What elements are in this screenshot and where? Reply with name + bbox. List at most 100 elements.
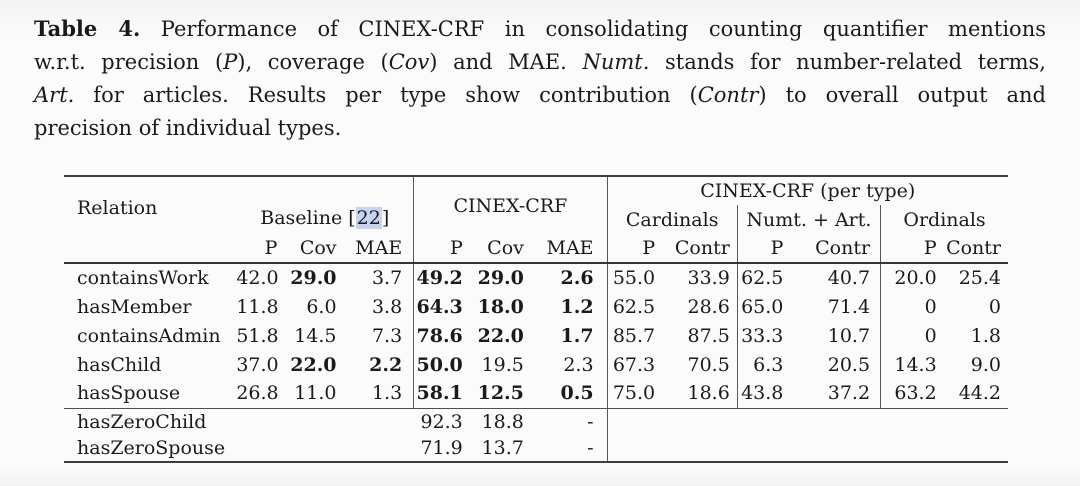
- cell-value: 26.8: [236, 379, 282, 409]
- cell-empty: [236, 435, 281, 462]
- table-head: Relation Baseline [22] CINEX-CRF CINEX-CRF …: [64, 176, 1008, 264]
- citation-22[interactable]: 22: [355, 207, 382, 229]
- cell-value: 37.0: [236, 353, 279, 376]
- header-metric: P: [413, 234, 466, 264]
- cell-value: 18.0: [477, 295, 524, 318]
- cell-value: 29.0: [477, 267, 524, 289]
- caption-text: w.r.t. precision (: [34, 50, 224, 74]
- caption-text: ) and MAE.: [429, 50, 583, 74]
- cell-value: 71.9: [420, 437, 463, 459]
- header-metric: Cov: [281, 234, 339, 264]
- cell-value: 62.5: [741, 267, 784, 289]
- caption-line: w.r.t. precision (P), coverage (Cov) and…: [34, 46, 1046, 79]
- caption-text: ), coverage (: [237, 50, 389, 74]
- cell-value: 2.2: [338, 350, 415, 379]
- cell-value: 62.5: [612, 295, 656, 318]
- results-table: Relation Baseline [22] CINEX-CRF CINEX-CRF …: [64, 175, 1008, 463]
- cell-value: 19.5: [481, 353, 524, 376]
- cell-value: 43.8: [737, 379, 784, 409]
- caption-line: Table 4. Performance of CINEX-CRF in con…: [34, 12, 1046, 46]
- cell-value: 92.3: [420, 410, 463, 433]
- cell-value: 0.5: [525, 379, 608, 409]
- cell-value: 1.7: [525, 321, 608, 350]
- header-metric: Contr: [657, 234, 738, 264]
- header-metric: P: [880, 234, 938, 264]
- caption-text: Cov: [388, 50, 430, 74]
- header-group-cardinals: Cardinals: [607, 205, 738, 234]
- cell-empty: [339, 408, 414, 435]
- header-metric: Contr: [937, 234, 1008, 264]
- cell-value: 0: [924, 295, 937, 318]
- cell-value: 20.5: [783, 350, 882, 379]
- cell-value: 44.2: [937, 379, 1008, 409]
- cell-relation: hasZeroSpouse: [77, 437, 226, 459]
- table-row: containsAdmin 51.8 14.5 7.3 78.6 22.0 1.7 85.7 8…: [64, 321, 1008, 350]
- cell-relation: hasChild: [77, 353, 162, 376]
- cell-relation: hasMember: [77, 295, 192, 318]
- cell-value: 0: [988, 295, 1001, 318]
- cell-value: 33.9: [657, 263, 738, 292]
- cell-empty: [607, 435, 1008, 462]
- cell-value: 1.8: [970, 324, 1001, 347]
- cell-value: 67.3: [612, 353, 656, 376]
- header-metric: P: [607, 234, 658, 264]
- header-metric: MAE: [525, 234, 608, 264]
- cell-value: 22.0: [477, 324, 524, 347]
- cell-empty: [236, 408, 281, 435]
- cell-value: 3.8: [338, 292, 415, 321]
- caption-text: Art.: [34, 83, 75, 107]
- cell-empty: [281, 435, 338, 462]
- cell-value: 40.7: [783, 263, 882, 292]
- header-row-types: Cardinals Numt. + Art. Ordinals: [64, 205, 1008, 234]
- table-body: containsWork 42.0 29.0 3.7 49.2 29.0 2.6 55.0 33…: [64, 263, 1008, 462]
- cell-value: 37.2: [783, 379, 882, 409]
- cell-value: 29.0: [290, 267, 337, 289]
- table-row: hasSpouse 26.8 11.0 1.3 58.1 12.5 0.5 75.0 18.6 4…: [64, 379, 1008, 409]
- cell-value: 55.0: [612, 267, 656, 289]
- cell-empty: [607, 408, 1008, 435]
- header-metric: P: [236, 234, 282, 264]
- cell-relation: hasSpouse: [64, 379, 237, 409]
- cell-value: 1.3: [338, 379, 415, 409]
- table-row: hasMember 11.8 6.0 3.8 64.3 18.0 1.2 62.5 28.6 65…: [64, 292, 1008, 321]
- header-cinex-crf: CINEX-CRF: [413, 176, 608, 234]
- cell-value: 58.1: [413, 379, 466, 409]
- cell-value: 6.0: [306, 295, 337, 318]
- cell-value: 70.5: [657, 350, 738, 379]
- cell-relation: containsAdmin: [77, 324, 221, 347]
- cell-value: 0: [924, 324, 937, 347]
- cell-value: 2.6: [525, 263, 608, 292]
- cell-value: 64.3: [416, 295, 463, 318]
- caption-text: Contr: [697, 83, 759, 107]
- header-relation: Relation: [64, 176, 237, 264]
- caption-text: precision of individual types.: [34, 116, 342, 140]
- cell-value: 12.5: [465, 379, 526, 409]
- cell-value: 42.0: [236, 267, 279, 289]
- header-metric: Cov: [465, 234, 526, 264]
- header-group-numt-art-: Numt. + Art.: [737, 205, 882, 234]
- cell-value: 11.8: [236, 295, 279, 318]
- cell-value: 75.0: [607, 379, 658, 409]
- header-group-ordinals: Ordinals: [903, 208, 986, 231]
- cell-value: 85.7: [612, 324, 656, 347]
- cell-value: 49.2: [416, 267, 463, 289]
- caption-text: P: [223, 50, 238, 74]
- caption-line: precision of individual types.: [34, 112, 1046, 145]
- caption-text: stands for number-related terms,: [649, 50, 1046, 74]
- cell-value: 14.3: [894, 353, 937, 376]
- header-cinex-per-type: CINEX-CRF (per type): [700, 180, 916, 202]
- table-row: containsWork 42.0 29.0 3.7 49.2 29.0 2.6 55.0 33…: [64, 263, 1008, 292]
- cell-empty: [281, 408, 338, 435]
- cell-value: 10.7: [783, 321, 882, 350]
- header-metric: MAE: [338, 234, 415, 264]
- caption-line: Art. for articles. Results per type show…: [34, 79, 1046, 112]
- cell-relation: hasZeroChild: [77, 410, 207, 433]
- header-row-groups: Relation Baseline [22] CINEX-CRF CINEX-CRF …: [64, 176, 1008, 264]
- caption-text: for articles. Results per type show cont…: [74, 83, 698, 107]
- table-row: hasChild 37.0 22.0 2.2 50.0 19.5 2.3 67.3 70.5 6.…: [64, 350, 1008, 379]
- cell-empty: [339, 435, 414, 462]
- cell-relation: containsWork: [77, 267, 209, 289]
- cell-value: 2.3: [525, 350, 608, 379]
- header-metric: P: [737, 234, 784, 264]
